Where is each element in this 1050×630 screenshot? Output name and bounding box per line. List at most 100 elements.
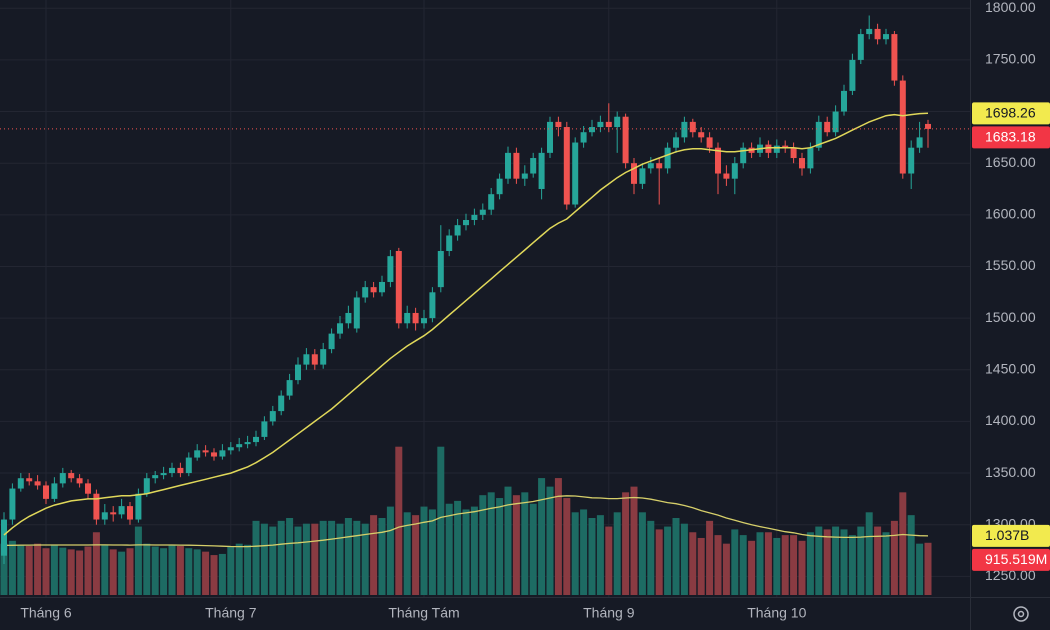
candle-body (219, 450, 226, 457)
volume-bar (227, 545, 235, 595)
candle-body (538, 152, 545, 190)
candle-body (849, 59, 856, 91)
value-box (972, 524, 1050, 547)
volume-bar (84, 546, 92, 595)
candle-body (1, 519, 7, 556)
candle-body (143, 478, 150, 494)
volume-bar (748, 540, 756, 595)
candle-body (639, 168, 646, 184)
volume-bar (143, 543, 151, 595)
volume-bar (798, 540, 806, 595)
volume-bar (655, 529, 663, 595)
volume-bar (0, 543, 8, 595)
volume-bar (781, 535, 789, 595)
volume-bar (722, 543, 730, 595)
candle-body (160, 473, 167, 476)
volume-bar (580, 509, 588, 595)
candle-body (866, 28, 873, 35)
volume-bar (302, 523, 310, 595)
volume-bar (630, 486, 638, 595)
candle-body (152, 475, 159, 479)
candle-body (370, 287, 377, 293)
volume-bar (882, 532, 890, 595)
candle-body (59, 473, 66, 484)
candle-body (488, 194, 495, 210)
settings-icon[interactable] (1013, 606, 1029, 622)
candle-body (437, 250, 444, 288)
volume-bar (428, 509, 436, 595)
volume-bar (101, 544, 109, 595)
candle-body (76, 478, 83, 484)
volume-bar (874, 526, 882, 595)
volume-bar (554, 478, 562, 595)
candle-body (429, 292, 436, 319)
volume-bar (42, 548, 50, 595)
volume-bar (865, 512, 873, 595)
volume-bar (176, 545, 184, 595)
candle-body (135, 493, 142, 520)
volume-bar (386, 506, 394, 595)
candles (1, 15, 931, 564)
volume-bar (773, 537, 781, 595)
volume-bar (613, 512, 621, 595)
x-tick-label: Tháng 6 (20, 605, 72, 621)
volume-bar (59, 547, 67, 595)
x-tick-label: Tháng Tám (388, 605, 459, 621)
candle-body (101, 512, 108, 520)
candle-body (395, 250, 402, 324)
candle-body (555, 121, 562, 128)
candle-body (93, 493, 100, 520)
volume-bar (403, 512, 411, 595)
volume-bar (706, 520, 714, 595)
candle-body (303, 354, 310, 365)
volume-bar (25, 545, 33, 595)
candle-body (295, 364, 301, 381)
volume-bar (168, 544, 176, 595)
candle-body (706, 137, 713, 148)
volume-bar (622, 492, 630, 595)
volume-bar (470, 506, 478, 595)
candle-body (656, 163, 663, 169)
candle-body (731, 163, 738, 179)
candle-body (547, 121, 553, 153)
candle-body (17, 478, 24, 489)
volume-bar (790, 535, 798, 595)
candle-body (261, 421, 268, 437)
volume-bar (588, 518, 596, 595)
volume-bar (151, 546, 159, 595)
volume-bar (395, 446, 403, 595)
candle-body (841, 90, 847, 112)
volume-bar (294, 526, 302, 595)
candle-body (740, 147, 747, 164)
candle-body (815, 121, 822, 148)
volume-bar (806, 532, 814, 595)
candle-body (421, 318, 427, 324)
volume-bar (185, 548, 193, 595)
volume-bar (277, 520, 285, 595)
volume-bar (50, 545, 58, 595)
value-box-label: 1683.18 (985, 129, 1036, 145)
y-tick-label: 1800.00 (985, 0, 1036, 15)
volume-bar (857, 526, 865, 595)
volume-bar (689, 532, 697, 595)
volume-bar (538, 478, 546, 595)
volume-bar (134, 526, 142, 595)
candle-body (891, 34, 898, 81)
value-box-label: 1698.26 (985, 105, 1036, 121)
volume-bar (344, 518, 352, 595)
candle-body (622, 116, 629, 164)
candle-body (345, 312, 352, 324)
volume-bar (235, 543, 243, 595)
candle-body (194, 450, 201, 458)
candle-body (269, 411, 276, 422)
volume-bar (67, 549, 75, 595)
candle-body (244, 442, 251, 445)
candle-body (227, 447, 234, 451)
candle-body (916, 137, 923, 148)
candle-body (899, 80, 906, 174)
candle-body (177, 467, 184, 474)
volume-bar (252, 520, 260, 595)
candle-body (379, 281, 385, 293)
candle-body (664, 147, 671, 169)
volume-bar (571, 512, 579, 595)
